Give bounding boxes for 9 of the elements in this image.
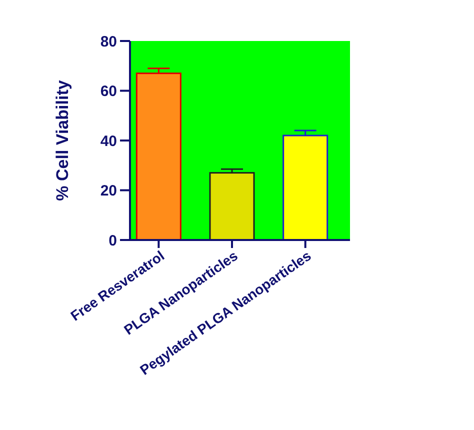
bar [282, 134, 328, 241]
y-tick-label: 0 [108, 232, 117, 250]
y-axis-title: % Cell Viability [53, 80, 72, 201]
bar [209, 172, 255, 241]
y-tick-label: 60 [100, 83, 117, 100]
bar [136, 72, 182, 241]
y-tick-label: 40 [100, 132, 117, 150]
y-tick-label: 80 [100, 33, 117, 50]
y-tick-label: 20 [100, 182, 117, 200]
